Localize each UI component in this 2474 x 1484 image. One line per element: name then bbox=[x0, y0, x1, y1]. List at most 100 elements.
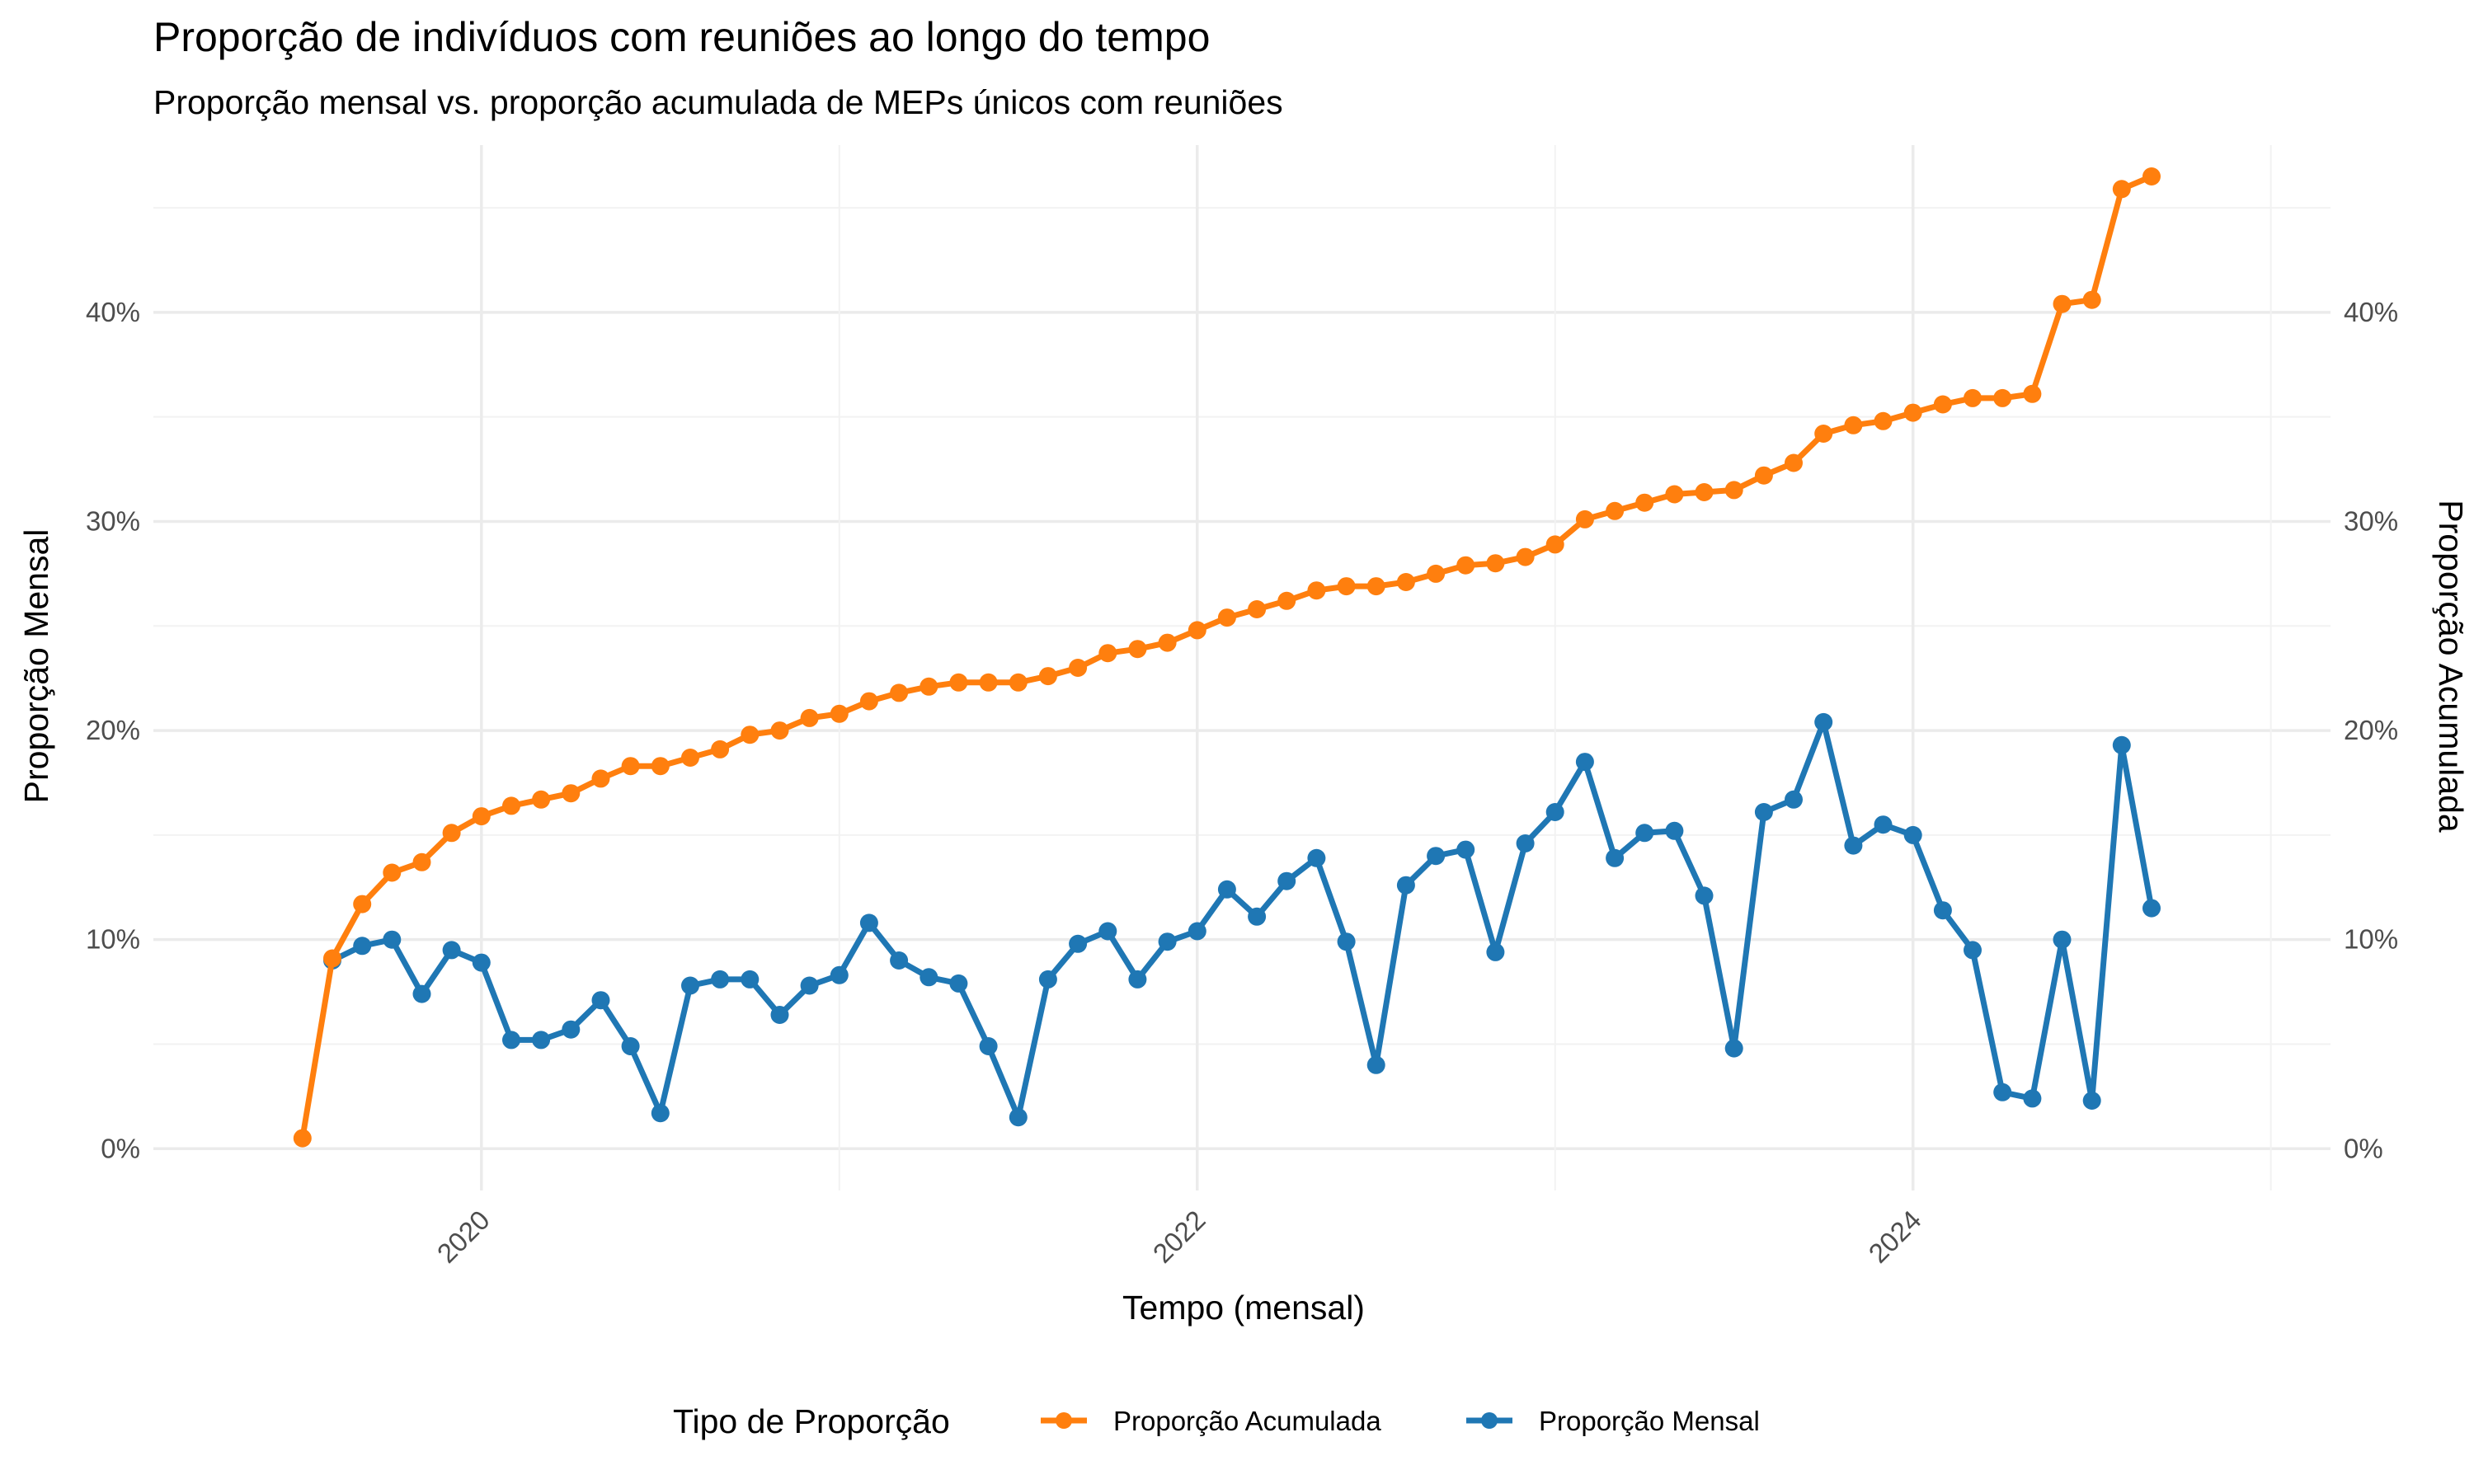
data-point-acumulada bbox=[1009, 673, 1028, 692]
x-axis: 2020 2022 2024 bbox=[431, 1205, 1927, 1269]
data-point-mensal bbox=[770, 1006, 789, 1024]
data-point-mensal bbox=[2053, 930, 2072, 949]
data-point-acumulada bbox=[1695, 483, 1714, 501]
data-point-mensal bbox=[1785, 790, 1803, 809]
data-point-mensal bbox=[472, 953, 491, 972]
data-point-mensal bbox=[532, 1031, 551, 1050]
data-point-mensal bbox=[651, 1104, 670, 1123]
data-point-mensal bbox=[1427, 847, 1446, 866]
y-axis-right: 0% 10% 20% 30% 40% bbox=[2344, 297, 2398, 1163]
data-point-acumulada bbox=[1188, 621, 1206, 640]
data-point-mensal bbox=[1486, 942, 1505, 961]
data-point-acumulada bbox=[412, 852, 431, 871]
data-point-acumulada bbox=[1933, 395, 1952, 414]
y-tick-label-left: 20% bbox=[86, 715, 140, 745]
data-point-acumulada bbox=[1158, 633, 1177, 652]
data-point-mensal bbox=[1754, 803, 1773, 821]
data-point-acumulada bbox=[830, 704, 849, 723]
data-point-mensal bbox=[2023, 1089, 2042, 1108]
data-point-mensal bbox=[1814, 712, 1833, 731]
data-point-mensal bbox=[1964, 941, 1982, 960]
data-point-mensal bbox=[1933, 901, 1952, 920]
data-point-acumulada bbox=[979, 673, 998, 692]
y-tick-label-left: 30% bbox=[86, 505, 140, 536]
data-point-mensal bbox=[1098, 922, 1117, 941]
data-point-acumulada bbox=[1903, 403, 1922, 422]
data-point-mensal bbox=[1575, 753, 1594, 772]
series-line-mensal bbox=[329, 719, 2155, 1120]
data-point-acumulada bbox=[681, 749, 699, 767]
plot-series bbox=[293, 167, 2161, 1148]
data-point-acumulada bbox=[1069, 659, 1088, 677]
data-point-acumulada bbox=[1098, 644, 1117, 663]
data-point-acumulada bbox=[800, 708, 819, 727]
data-point-mensal bbox=[1069, 934, 1088, 953]
data-point-mensal bbox=[949, 974, 968, 993]
data-point-mensal bbox=[442, 941, 461, 960]
data-point-acumulada bbox=[562, 784, 581, 803]
y-tick-label-right: 10% bbox=[2344, 924, 2398, 955]
x-tick-label: 2022 bbox=[1147, 1205, 1211, 1269]
data-point-mensal bbox=[1128, 970, 1147, 989]
data-point-acumulada bbox=[1874, 411, 1893, 430]
data-point-acumulada bbox=[1277, 591, 1296, 610]
legend-label-acumulada: Proporção Acumulada bbox=[1113, 1406, 1381, 1436]
data-point-acumulada bbox=[621, 757, 640, 776]
chart-title: Proporção de indivíduos com reuniões ao … bbox=[153, 14, 1210, 60]
x-tick-label: 2024 bbox=[1863, 1205, 1927, 1269]
data-point-mensal bbox=[1009, 1108, 1028, 1127]
data-point-acumulada bbox=[949, 673, 968, 692]
data-point-mensal bbox=[681, 976, 699, 995]
y-tick-label-left: 40% bbox=[86, 297, 140, 327]
data-point-acumulada bbox=[1993, 388, 2012, 407]
data-point-acumulada bbox=[1307, 581, 1326, 600]
legend-label-mensal: Proporção Mensal bbox=[1539, 1406, 1760, 1436]
data-point-mensal bbox=[800, 976, 819, 995]
data-point-mensal bbox=[830, 965, 849, 984]
data-point-acumulada bbox=[1964, 388, 1982, 407]
x-axis-title: Tempo (mensal) bbox=[1122, 1289, 1365, 1327]
data-point-mensal bbox=[711, 970, 730, 989]
data-point-mensal bbox=[2142, 899, 2161, 918]
data-point-acumulada bbox=[353, 895, 372, 913]
data-point-mensal bbox=[1844, 836, 1863, 855]
data-point-acumulada bbox=[1456, 556, 1475, 575]
data-point-mensal bbox=[1158, 932, 1177, 951]
y-tick-label-right: 20% bbox=[2344, 715, 2398, 745]
data-point-acumulada bbox=[591, 769, 610, 788]
legend: Tipo de Proporção Proporção Acumulada Pr… bbox=[673, 1402, 1760, 1440]
data-point-mensal bbox=[2112, 735, 2131, 754]
data-point-mensal bbox=[1217, 880, 1236, 899]
data-point-acumulada bbox=[741, 726, 760, 744]
x-tick-label: 2020 bbox=[431, 1205, 496, 1269]
data-point-acumulada bbox=[2023, 384, 2042, 403]
data-point-mensal bbox=[562, 1020, 581, 1039]
data-point-acumulada bbox=[1606, 501, 1625, 520]
data-point-mensal bbox=[1874, 815, 1893, 834]
data-point-acumulada bbox=[651, 757, 670, 776]
data-point-acumulada bbox=[2053, 294, 2072, 313]
data-point-mensal bbox=[979, 1037, 998, 1055]
data-point-mensal bbox=[1307, 848, 1326, 867]
data-point-acumulada bbox=[532, 790, 551, 809]
y-tick-label-right: 0% bbox=[2344, 1133, 2383, 1163]
data-point-mensal bbox=[1038, 970, 1057, 989]
data-point-acumulada bbox=[1217, 608, 1236, 627]
data-point-mensal bbox=[1665, 821, 1684, 840]
data-point-acumulada bbox=[1427, 564, 1446, 583]
grid bbox=[153, 145, 2331, 1190]
legend-key-mensal-dot bbox=[1481, 1412, 1498, 1429]
data-point-acumulada bbox=[383, 863, 402, 882]
data-point-mensal bbox=[1993, 1082, 2012, 1101]
data-point-acumulada bbox=[1665, 485, 1684, 504]
data-point-acumulada bbox=[859, 692, 878, 711]
data-point-mensal bbox=[1635, 824, 1654, 843]
data-point-acumulada bbox=[2082, 290, 2101, 309]
data-point-acumulada bbox=[1545, 535, 1564, 554]
data-point-mensal bbox=[502, 1031, 520, 1050]
data-point-acumulada bbox=[1814, 425, 1833, 443]
y-axis-right-title: Proporção Acumulada bbox=[2432, 500, 2470, 833]
data-point-acumulada bbox=[1635, 493, 1654, 512]
data-point-acumulada bbox=[1396, 573, 1415, 591]
y-tick-label-right: 30% bbox=[2344, 505, 2398, 536]
